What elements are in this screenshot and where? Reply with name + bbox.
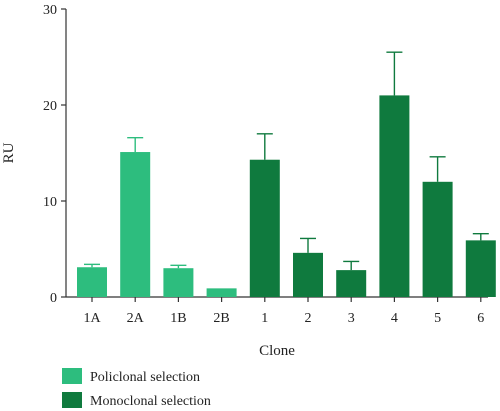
bars (77, 51, 496, 298)
bar-4 (379, 95, 410, 298)
x-tick-label: 3 (348, 311, 355, 326)
y-axis-label: RU (1, 142, 17, 163)
x-tick-label: 4 (391, 311, 398, 326)
y-tick-label: 20 (43, 99, 57, 114)
legend-swatch (62, 392, 82, 408)
bar-1 (249, 159, 280, 297)
x-axis-label: Clone (259, 343, 295, 359)
y-axis-ticks: 0 10 20 30 (43, 3, 66, 306)
x-tick-label: 2B (213, 311, 229, 326)
legend: Policlonal selection Monoclonal selection (62, 368, 211, 409)
x-axis-ticks: 1A 2A 1B 2B 1 2 3 4 5 6 (83, 297, 484, 326)
legend-label: Policlonal selection (90, 370, 200, 385)
x-tick-label: 1 (261, 311, 268, 326)
bar-3 (336, 270, 367, 297)
y-tick-label: 10 (43, 195, 57, 210)
y-tick-label: 0 (50, 291, 57, 306)
x-tick-label: 1B (170, 311, 186, 326)
bar-2 (293, 252, 323, 297)
bar-2B (206, 288, 237, 297)
bar-1A (77, 267, 107, 297)
x-tick-label: 2A (127, 311, 145, 326)
bar-2A (120, 152, 151, 297)
x-tick-label: 6 (477, 311, 484, 326)
y-tick-label: 30 (43, 3, 57, 18)
bar-1B (163, 268, 194, 297)
bar-6 (465, 240, 496, 297)
legend-swatch (62, 368, 82, 384)
x-tick-label: 2 (305, 311, 312, 326)
x-tick-label: 5 (434, 311, 441, 326)
x-tick-label: 1A (83, 311, 101, 326)
legend-label: Monoclonal selection (90, 394, 211, 409)
bar-5 (422, 181, 453, 297)
